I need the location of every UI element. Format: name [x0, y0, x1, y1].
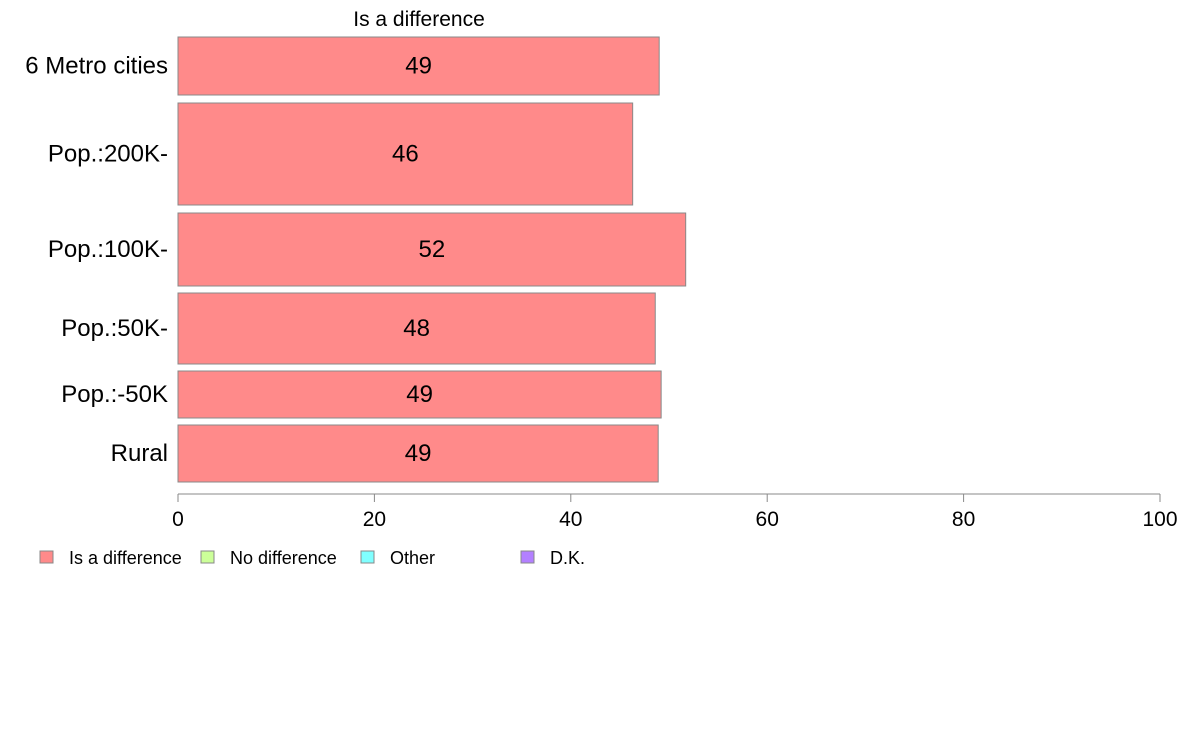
legend-swatch-no-difference [200, 550, 215, 564]
legend-label-d-k: D.K. [550, 548, 585, 568]
x-axis: 0 20 40 60 80 100 [172, 493, 1178, 531]
category-label-pop-200k: Pop.:200K- [48, 141, 168, 168]
category-label-6-metro-cities: 6 Metro cities [25, 53, 168, 80]
chart-title: Is a difference [353, 8, 485, 31]
x-tick-label: 0 [172, 508, 184, 531]
legend: Is a difference No difference Other D.K. [39, 548, 585, 568]
x-tick-label: 20 [363, 508, 386, 531]
legend-label-is-a-difference: Is a difference [69, 548, 182, 568]
legend-swatch-other [360, 550, 375, 564]
category-label-rural: Rural [111, 440, 168, 467]
data-label-pop-50k: 49 [406, 381, 433, 408]
category-label-pop-50k: Pop.:50K- [61, 315, 168, 342]
data-label-rural: 49 [405, 440, 432, 467]
bar-is-a-difference-pop-50k [177, 370, 662, 419]
legend-swatch-d-k [520, 550, 535, 564]
x-tick-label: 40 [559, 508, 582, 531]
data-label-pop-50k: 48 [403, 315, 430, 342]
legend-label-no-difference: No difference [230, 548, 337, 568]
category-labels: 6 Metro cities Pop.:200K- Pop.:100K- Pop.:5… [25, 53, 168, 468]
bar-is-a-difference-pop-200k [177, 102, 634, 206]
bar-is-a-difference-rural [177, 424, 659, 483]
bar-is-a-difference-pop-50k [177, 292, 656, 365]
x-tick-label: 80 [952, 508, 975, 531]
x-tick-label: 100 [1142, 508, 1177, 531]
data-label-6-metro-cities: 49 [405, 53, 432, 80]
data-label-pop-200k: 46 [392, 141, 419, 168]
bar-is-a-difference-6-metro-cities [177, 36, 660, 96]
category-label-pop-50k: Pop.:-50K [61, 381, 168, 408]
legend-swatch-is-a-difference [39, 550, 54, 564]
bars-group: 49 46 52 48 49 49 [177, 36, 687, 483]
category-label-pop-100k: Pop.:100K- [48, 236, 168, 263]
legend-label-other: Other [390, 548, 435, 568]
bar-is-a-difference-pop-100k [177, 212, 687, 287]
x-tick-label: 60 [756, 508, 779, 531]
data-label-pop-100k: 52 [418, 236, 445, 263]
